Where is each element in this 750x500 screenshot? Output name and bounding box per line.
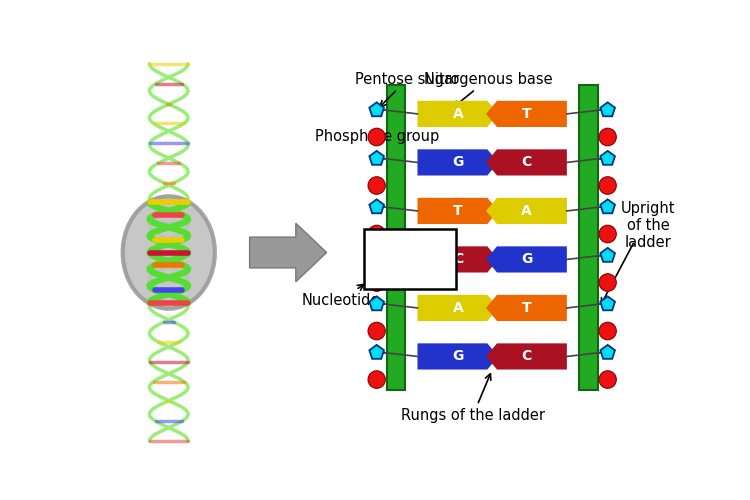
Ellipse shape [599, 128, 616, 146]
Polygon shape [369, 248, 384, 262]
Polygon shape [369, 200, 384, 213]
Polygon shape [250, 223, 327, 282]
Text: G: G [452, 350, 464, 364]
Text: Pentose sugar: Pentose sugar [356, 72, 460, 107]
Polygon shape [418, 295, 498, 321]
Ellipse shape [599, 371, 616, 388]
Polygon shape [486, 246, 567, 272]
FancyBboxPatch shape [579, 84, 598, 390]
FancyBboxPatch shape [364, 230, 456, 290]
Text: Rungs of the ladder: Rungs of the ladder [401, 374, 545, 423]
Polygon shape [486, 295, 567, 321]
Polygon shape [418, 246, 498, 272]
Polygon shape [600, 151, 615, 165]
Polygon shape [486, 344, 567, 369]
Polygon shape [486, 198, 567, 224]
Polygon shape [486, 101, 567, 127]
Ellipse shape [599, 274, 616, 291]
Polygon shape [600, 345, 615, 359]
Text: Upright
of the
ladder: Upright of the ladder [621, 200, 676, 250]
Text: C: C [521, 156, 532, 170]
Text: T: T [453, 204, 463, 218]
FancyBboxPatch shape [387, 84, 405, 390]
Polygon shape [369, 345, 384, 359]
Text: C: C [453, 252, 463, 266]
Polygon shape [600, 200, 615, 213]
Ellipse shape [368, 128, 386, 146]
Text: Phosphate group: Phosphate group [315, 130, 440, 144]
Text: G: G [452, 156, 464, 170]
Text: C: C [521, 350, 532, 364]
Ellipse shape [368, 274, 386, 291]
Text: G: G [520, 252, 532, 266]
Text: T: T [522, 107, 531, 121]
Text: Nucleotide: Nucleotide [302, 284, 380, 308]
Text: Nitrogenous base: Nitrogenous base [424, 72, 553, 107]
Polygon shape [418, 344, 498, 369]
Polygon shape [418, 150, 498, 176]
Text: A: A [452, 107, 464, 121]
Ellipse shape [368, 176, 386, 194]
Text: A: A [452, 301, 464, 315]
Text: T: T [522, 301, 531, 315]
Polygon shape [600, 296, 615, 310]
Polygon shape [369, 296, 384, 310]
Polygon shape [600, 102, 615, 117]
Ellipse shape [368, 225, 386, 243]
Ellipse shape [368, 322, 386, 340]
Polygon shape [369, 151, 384, 165]
Ellipse shape [123, 196, 214, 308]
Polygon shape [486, 150, 567, 176]
Ellipse shape [599, 225, 616, 243]
Ellipse shape [599, 176, 616, 194]
Polygon shape [600, 248, 615, 262]
Text: A: A [521, 204, 532, 218]
Polygon shape [369, 102, 384, 117]
Ellipse shape [368, 371, 386, 388]
Polygon shape [418, 198, 498, 224]
Ellipse shape [599, 322, 616, 340]
Polygon shape [418, 101, 498, 127]
